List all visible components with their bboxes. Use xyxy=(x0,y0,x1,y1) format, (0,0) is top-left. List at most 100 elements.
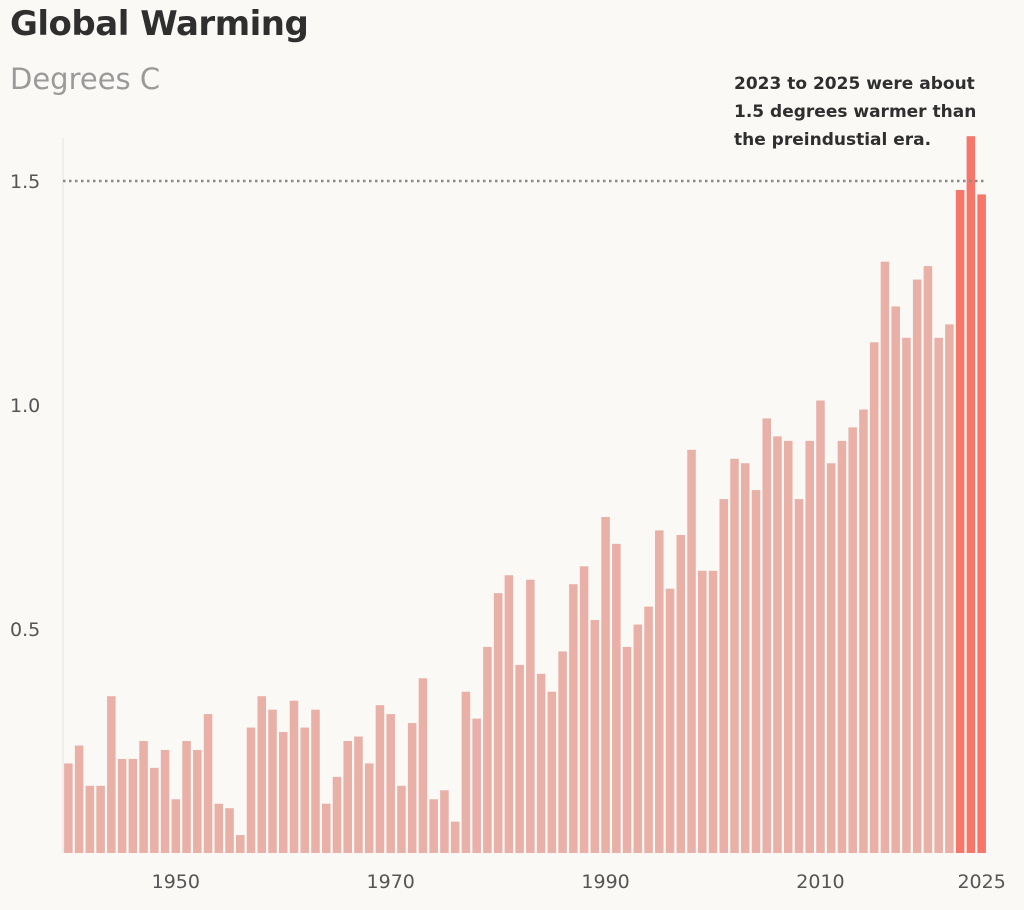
bar-1994 xyxy=(644,606,653,853)
bar-2013 xyxy=(848,427,857,853)
bar-1984 xyxy=(536,673,546,853)
bar-1997 xyxy=(676,534,686,853)
bar-2025 xyxy=(977,194,986,853)
bar-1975 xyxy=(440,790,449,853)
bar-2023 xyxy=(955,189,965,853)
annotation: 2023 to 2025 were about 1.5 degrees warm… xyxy=(734,70,994,154)
bar-1951 xyxy=(182,741,191,853)
bar-1947 xyxy=(139,741,148,853)
annotation-line: 1.5 degrees warmer than xyxy=(734,102,977,122)
bar-1979 xyxy=(483,646,492,853)
bar-2016 xyxy=(880,261,890,853)
bar-2012 xyxy=(837,440,847,853)
bar-1945 xyxy=(117,758,127,853)
bar-2007 xyxy=(783,440,793,853)
bar-1988 xyxy=(579,566,589,853)
bar-2024 xyxy=(966,136,976,853)
y-tick-label: 1.0 xyxy=(10,395,40,417)
bar-2010 xyxy=(816,400,825,853)
x-tick-label: 2010 xyxy=(796,871,844,893)
bar-1966 xyxy=(343,741,352,853)
bar-1967 xyxy=(354,736,363,853)
bar-1985 xyxy=(547,691,557,853)
bar-2014 xyxy=(859,409,868,853)
bar-2018 xyxy=(902,337,911,853)
bar-1992 xyxy=(622,646,632,853)
bar-1953 xyxy=(203,714,213,853)
bar-2015 xyxy=(869,342,879,853)
bar-1995 xyxy=(655,530,664,853)
bar-1963 xyxy=(311,709,320,853)
bar-1982 xyxy=(515,664,524,853)
bar-1949 xyxy=(160,749,170,853)
annotation-line: the preindustial era. xyxy=(734,130,932,150)
bar-1972 xyxy=(407,723,417,853)
bar-2020 xyxy=(923,266,933,853)
bar-1991 xyxy=(612,543,621,853)
bar-1970 xyxy=(386,714,395,853)
bar-1989 xyxy=(590,620,600,853)
bar-1971 xyxy=(397,785,406,853)
bar-1996 xyxy=(665,588,675,853)
bar-1978 xyxy=(472,718,481,853)
bar-1973 xyxy=(418,678,428,853)
bar-1969 xyxy=(375,705,385,853)
bar-1956 xyxy=(236,835,245,853)
bar-1955 xyxy=(225,808,234,853)
bar-1948 xyxy=(150,767,159,853)
bar-1998 xyxy=(687,449,696,853)
bar-1976 xyxy=(450,821,460,853)
y-tick-label: 1.5 xyxy=(10,171,40,193)
bar-2022 xyxy=(945,324,954,853)
bar-2002 xyxy=(730,458,739,853)
x-tick-label: 1950 xyxy=(152,871,200,893)
bar-1962 xyxy=(300,727,310,853)
x-tick-label: 1990 xyxy=(581,871,629,893)
bar-1952 xyxy=(193,749,202,853)
bar-1990 xyxy=(601,517,610,853)
bar-2000 xyxy=(708,570,718,853)
bar-1987 xyxy=(569,584,578,853)
bar-2017 xyxy=(891,306,900,853)
bar-1960 xyxy=(278,732,288,853)
annotation-line: 2023 to 2025 were about xyxy=(734,74,975,94)
bar-2005 xyxy=(762,418,772,853)
bar-1957 xyxy=(246,727,256,853)
bar-1950 xyxy=(171,799,181,853)
bar-1965 xyxy=(332,776,342,853)
bar-1958 xyxy=(257,696,267,853)
bar-2001 xyxy=(719,499,729,853)
bar-1941 xyxy=(74,745,84,853)
chart-subtitle: Degrees C xyxy=(10,62,161,96)
bar-2004 xyxy=(751,490,761,853)
bar-2011 xyxy=(826,463,836,853)
chart-title: Global Warming xyxy=(10,4,309,44)
bar-1983 xyxy=(526,579,535,853)
bar-2019 xyxy=(912,279,922,853)
bar-1981 xyxy=(504,575,514,853)
bar-1942 xyxy=(85,785,95,853)
y-tick-label: 0.5 xyxy=(10,619,40,641)
bar-1954 xyxy=(214,803,224,853)
bar-2003 xyxy=(740,463,750,853)
bar-1974 xyxy=(429,799,438,853)
bar-1959 xyxy=(268,709,277,853)
bar-1946 xyxy=(128,758,138,853)
bar-2008 xyxy=(794,499,804,853)
bar-1943 xyxy=(96,785,105,853)
bar-2006 xyxy=(773,436,782,853)
bar-1940 xyxy=(64,763,73,853)
bar-1999 xyxy=(698,570,707,853)
bar-1944 xyxy=(107,696,116,853)
bar-1968 xyxy=(364,763,374,853)
x-tick-label: 2025 xyxy=(957,871,1005,893)
bar-1961 xyxy=(289,700,299,853)
bar-1977 xyxy=(461,691,471,853)
bar-1980 xyxy=(493,593,503,853)
bar-2009 xyxy=(805,440,814,853)
bar-2021 xyxy=(934,337,943,853)
bar-1986 xyxy=(558,651,567,853)
bar-1964 xyxy=(321,803,331,853)
x-tick-label: 1970 xyxy=(367,871,415,893)
